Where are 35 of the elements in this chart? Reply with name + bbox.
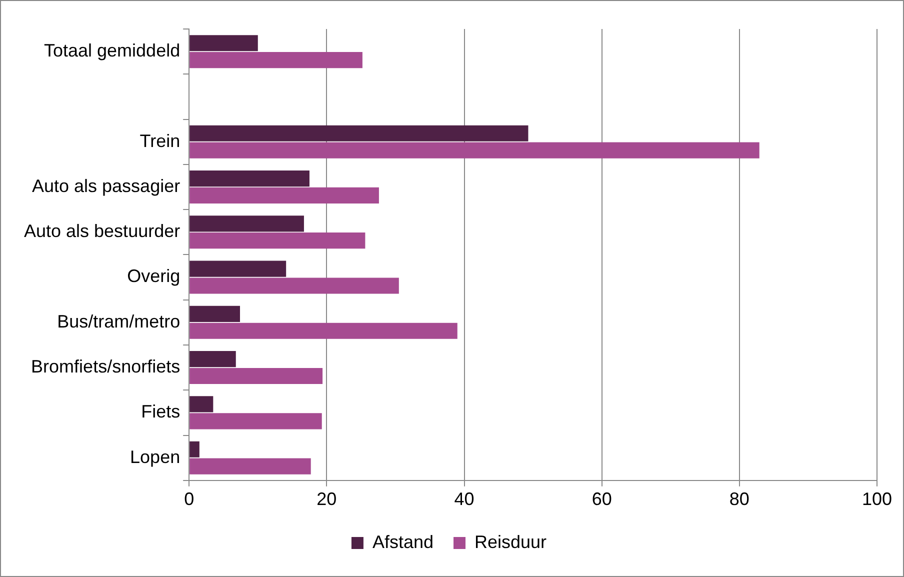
bar xyxy=(190,142,760,158)
bar xyxy=(190,351,236,368)
bar xyxy=(190,125,528,142)
y-tick-label: Auto als passagier xyxy=(32,176,180,196)
y-tick-label: Totaal gemiddeld xyxy=(44,40,180,61)
x-tick-label: 40 xyxy=(454,489,474,510)
bar xyxy=(190,170,310,187)
x-tick-label: 20 xyxy=(316,489,337,510)
y-tick-label: Overig xyxy=(127,266,180,286)
y-tick-label: Auto als bestuurder xyxy=(24,221,180,242)
bar xyxy=(190,458,311,474)
bar xyxy=(190,413,322,430)
bar xyxy=(190,52,362,68)
x-tick-label: 60 xyxy=(592,489,612,510)
y-tick-label: Fiets xyxy=(141,402,180,422)
bar xyxy=(190,306,240,322)
legend-label: Reisduur xyxy=(474,532,547,552)
x-tick-label: 80 xyxy=(729,489,750,510)
bar xyxy=(190,441,200,458)
bar xyxy=(190,232,366,249)
y-tick-label: Bromfiets/snorfiets xyxy=(31,356,180,377)
y-tick-label: Lopen xyxy=(130,446,180,467)
bar xyxy=(190,322,458,339)
x-tick-label: 0 xyxy=(184,489,194,510)
y-tick-label: Trein xyxy=(140,130,180,151)
bar xyxy=(190,368,323,384)
bar xyxy=(190,216,304,232)
bar xyxy=(190,278,399,294)
bar xyxy=(190,260,286,277)
bar xyxy=(190,396,214,412)
legend-label: Afstand xyxy=(372,532,434,552)
y-tick-label: Bus/tram/metro xyxy=(57,311,180,332)
bar xyxy=(190,187,379,204)
x-tick-label: 100 xyxy=(862,489,892,510)
bar xyxy=(190,35,258,52)
